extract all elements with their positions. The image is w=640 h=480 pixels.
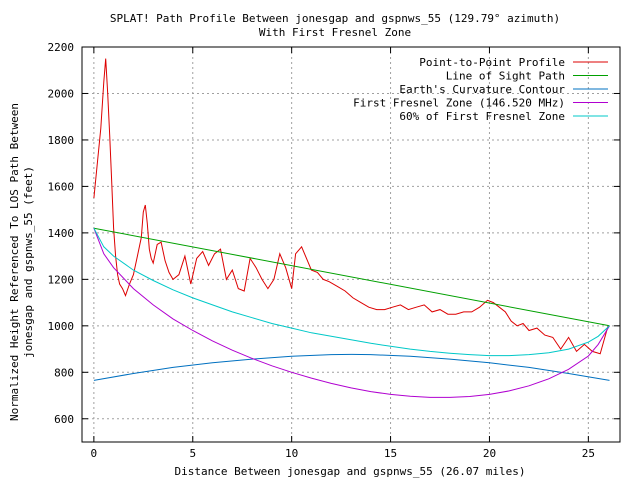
plot-frame <box>81 46 621 443</box>
legend-label-3: First Fresnel Zone (146.520 MHz) <box>353 97 565 110</box>
legend-label-0: Point-to-Point Profile <box>419 56 565 69</box>
legend-label-1: Line of Sight Path <box>446 70 565 83</box>
y-tick-label: 1800 <box>48 134 75 147</box>
series-line-0 <box>93 58 609 355</box>
y-tick-label: 2000 <box>48 87 75 100</box>
chart-subtitle: With First Fresnel Zone <box>259 26 411 39</box>
y-tick-label: 1000 <box>48 320 75 333</box>
x-tick-label: 0 <box>91 447 98 460</box>
x-tick-label: 5 <box>189 447 196 460</box>
legend-label-4: 60% of First Fresnel Zone <box>399 110 565 123</box>
series-lines <box>93 58 610 398</box>
x-tick-label: 15 <box>384 447 397 460</box>
y-tick-label: 800 <box>54 366 74 379</box>
x-tick-label: 10 <box>285 447 298 460</box>
y-tick-label: 2200 <box>48 41 75 54</box>
y-tick-label: 1400 <box>48 227 75 240</box>
y-tick-label: 1200 <box>48 273 75 286</box>
legend-label-2: Earth's Curvature Contour <box>399 83 565 96</box>
series-line-1 <box>93 227 610 327</box>
x-tick-label: 20 <box>483 447 496 460</box>
axis-ticks: 0 5 10 15 20 25 600 800 1000 1200 1400 1600 1800 2000… <box>48 41 620 460</box>
x-tick-label: 25 <box>582 447 595 460</box>
series-line-2 <box>93 353 610 381</box>
x-axis-label: Distance Between jonesgap and gspnws_55 … <box>175 465 526 478</box>
y-tick-label: 1600 <box>48 180 75 193</box>
chart-title: SPLAT! Path Profile Between jonesgap and… <box>110 12 560 25</box>
y-axis-label-line1: Normalized Height Referenced To LOS Path… <box>8 103 21 421</box>
grid-lines <box>82 46 620 442</box>
y-axis-label-line2: jonesgap and gspnws_55 (feet) <box>22 166 35 358</box>
series-line-3 <box>93 228 610 398</box>
y-tick-label: 600 <box>54 413 74 426</box>
series-line-4 <box>93 227 610 357</box>
